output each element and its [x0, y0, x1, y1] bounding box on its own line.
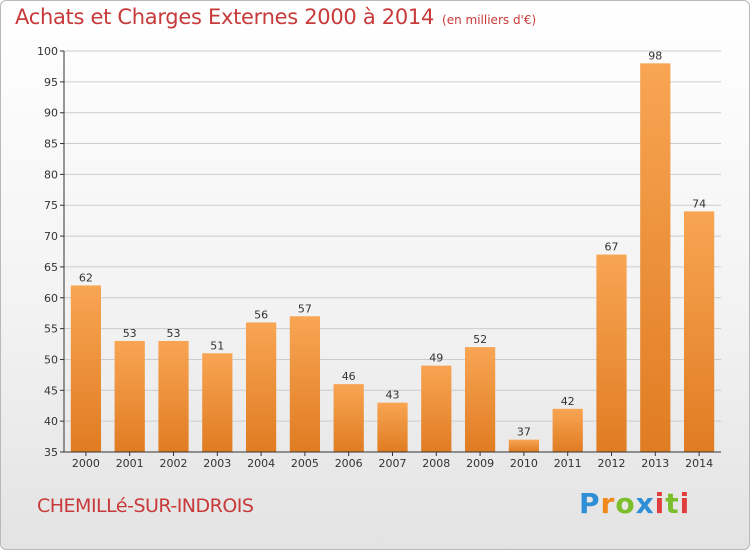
y-tick-label: 65 [44, 261, 58, 274]
bar [333, 384, 364, 452]
brand-letter: x [635, 487, 655, 520]
x-tick-label: 2009 [466, 457, 494, 470]
y-tick-label: 45 [44, 384, 58, 397]
bar-value-label: 98 [648, 49, 662, 62]
bar [508, 439, 540, 452]
bar-value-label: 53 [123, 327, 137, 340]
y-tick-label: 95 [44, 76, 58, 89]
bar-value-label: 37 [517, 426, 531, 439]
x-tick-label: 2008 [422, 457, 450, 470]
bar [421, 365, 452, 452]
bar-value-label: 42 [561, 395, 575, 408]
bar-value-label: 67 [605, 241, 619, 254]
bar [683, 211, 715, 452]
bar [70, 285, 102, 452]
bar [245, 322, 277, 452]
x-tick-label: 2000 [72, 457, 100, 470]
bar-value-label: 51 [210, 339, 224, 352]
y-tick-label: 40 [44, 415, 58, 428]
brand-letter: r [600, 487, 616, 520]
bar-value-label: 57 [298, 302, 312, 315]
bar [464, 347, 496, 452]
brand-letter: o [615, 487, 636, 520]
x-tick-label: 2003 [203, 457, 231, 470]
bar-value-label: 53 [167, 327, 181, 340]
x-tick-label: 2012 [598, 457, 626, 470]
bar-value-label: 52 [473, 333, 487, 346]
bars: 62 53 53 51 56 57 46 43 49 52 37 42 67 98 74 [70, 49, 715, 452]
bar-value-label: 62 [79, 271, 93, 284]
y-tick-label: 85 [44, 138, 58, 151]
y-tick-label: 100 [37, 45, 58, 58]
axes: 35 40 45 50 55 60 65 70 75 80 85 90 95 100 2000 2001 200… [37, 45, 721, 470]
bar [114, 340, 145, 452]
x-tick-label: 2006 [335, 457, 363, 470]
x-tick-label: 2011 [554, 457, 582, 470]
commune-name: CHEMILLé-SUR-INDROIS [37, 495, 254, 517]
x-tick-label: 2014 [685, 457, 713, 470]
chart-title: Achats et Charges Externes 2000 à 2014 (e… [15, 5, 536, 29]
x-tick-label: 2001 [116, 457, 144, 470]
x-tick-label: 2013 [641, 457, 669, 470]
bar [640, 63, 671, 452]
y-tick-label: 55 [44, 323, 58, 336]
y-tick-label: 50 [44, 353, 58, 366]
bar [158, 340, 189, 452]
y-tick-label: 35 [44, 446, 58, 459]
brand-letter: t [665, 487, 680, 520]
y-tick-label: 75 [44, 199, 58, 212]
brand-letter: i [654, 487, 666, 520]
bar [289, 316, 321, 452]
brand-letter: P [579, 487, 601, 520]
y-tick-label: 90 [44, 107, 58, 120]
unit-text: (en milliers d'€) [442, 13, 537, 27]
y-tick-label: 70 [44, 230, 58, 243]
bar [552, 408, 583, 452]
bar [596, 254, 627, 452]
x-tick-label: 2007 [379, 457, 407, 470]
title-text: Achats et Charges Externes 2000 à 2014 [15, 5, 435, 29]
x-tick-label: 2005 [291, 457, 319, 470]
bar-value-label: 43 [386, 389, 400, 402]
x-tick-label: 2002 [160, 457, 188, 470]
bar-value-label: 46 [342, 370, 356, 383]
brand-letter: i [679, 487, 691, 520]
bar-value-label: 49 [429, 352, 443, 365]
bar-value-label: 74 [692, 197, 706, 210]
x-tick-label: 2004 [247, 457, 275, 470]
y-tick-label: 60 [44, 292, 58, 305]
bar-value-label: 56 [254, 308, 268, 321]
bar [202, 353, 233, 452]
bar [377, 402, 408, 452]
x-tick-label: 2010 [510, 457, 538, 470]
proxiti-logo[interactable]: Proxiti [579, 487, 690, 520]
y-tick-label: 80 [44, 168, 58, 181]
